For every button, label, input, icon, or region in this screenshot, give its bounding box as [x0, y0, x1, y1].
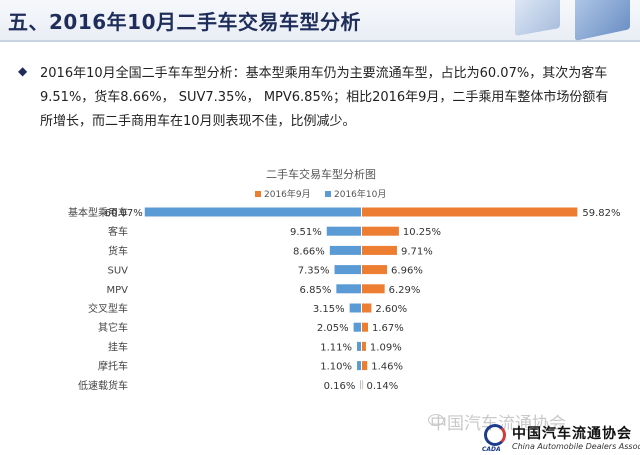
- value-label-2016-09: 6.96%: [391, 266, 423, 277]
- bar-2016-09: [362, 207, 578, 217]
- value-label-2016-10: 60.07%: [105, 208, 143, 219]
- page-title: 五、2016年10月二手车交易车型分析: [8, 10, 361, 34]
- value-label-2016-10: 1.10%: [320, 362, 352, 373]
- value-label-2016-09: 1.09%: [370, 342, 402, 353]
- bar-2016-09: [362, 380, 363, 390]
- value-label-2016-09: 1.46%: [371, 362, 403, 373]
- category-label: 低速载货车: [78, 379, 128, 392]
- decorative-cube-image: [575, 0, 630, 41]
- value-label-2016-10: 0.16%: [324, 381, 356, 392]
- bar-2016-09: [362, 284, 385, 294]
- wechat-icon: [428, 414, 444, 426]
- bar-2016-10: [326, 226, 361, 236]
- category-label: MPV: [107, 285, 129, 296]
- category-label: 挂车: [108, 340, 128, 353]
- bar-2016-10: [353, 322, 361, 332]
- bar-2016-10: [144, 207, 361, 217]
- bar-2016-09: [362, 265, 388, 275]
- summary-text: 2016年10月全国二手车车型分析：基本型乘用车仍为主要流通车型，占比为60.0…: [40, 66, 609, 129]
- value-label-2016-09: 59.82%: [582, 208, 620, 219]
- category-label: 货车: [108, 244, 128, 257]
- category-label: 其它车: [98, 321, 128, 334]
- logo-english-name: China Automobile Dealers Association: [512, 442, 640, 451]
- value-label-2016-09: 10.25%: [403, 227, 441, 238]
- cada-logo-mark-icon: [484, 424, 506, 446]
- chart-legend: 2016年9月 2016年10月: [255, 188, 386, 200]
- logo-chinese-name: 中国汽车流通协会: [512, 426, 632, 442]
- bar-2016-09: [362, 341, 366, 351]
- value-label-2016-09: 6.29%: [389, 285, 421, 296]
- value-labels: 60.07% 59.82% 9.51% 10.25% 8.66% 9.71% 7.35% 6.…: [105, 208, 621, 392]
- value-label-2016-10: 7.35%: [298, 266, 330, 277]
- category-label: 基本型乘用车: [68, 206, 128, 219]
- value-label-2016-10: 2.05%: [317, 323, 349, 334]
- category-label: SUV: [107, 266, 128, 277]
- bar-2016-09: [362, 226, 399, 236]
- chart-bars: [144, 207, 578, 390]
- bar-2016-09: [362, 361, 368, 371]
- value-label-2016-10: 8.66%: [293, 246, 325, 257]
- bar-2016-10: [360, 380, 361, 390]
- bar-2016-09: [362, 303, 372, 313]
- bar-2016-10: [357, 341, 361, 351]
- decorative-cube-image: [515, 0, 560, 36]
- diamond-bullet-icon: ◆: [18, 64, 28, 78]
- category-label: 摩托车: [98, 360, 128, 373]
- legend-swatch: [255, 191, 261, 197]
- legend-label: 2016年9月: [264, 188, 311, 200]
- bar-2016-09: [362, 322, 369, 332]
- value-label-2016-09: 2.60%: [375, 304, 407, 315]
- cada-logo: CADA 中国汽车流通协会 China Automobile Dealers A…: [480, 420, 640, 455]
- bar-2016-09: [362, 245, 397, 255]
- value-label-2016-10: 1.11%: [320, 342, 352, 353]
- value-label-2016-09: 9.71%: [401, 246, 433, 257]
- bar-2016-10: [329, 245, 361, 255]
- value-label-2016-09: 1.67%: [372, 323, 404, 334]
- logo-abbr: CADA: [482, 446, 501, 453]
- value-label-2016-10: 3.15%: [313, 304, 345, 315]
- bar-2016-10: [349, 303, 361, 313]
- legend-label: 2016年10月: [334, 188, 386, 200]
- summary-paragraph: ◆ 2016年10月全国二手车车型分析：基本型乘用车仍为主要流通车型，占比为60…: [18, 62, 618, 134]
- value-label-2016-10: 6.85%: [300, 285, 332, 296]
- bar-2016-10: [334, 265, 361, 275]
- bar-2016-10: [357, 361, 361, 371]
- category-label: 客车: [108, 225, 128, 238]
- legend-swatch: [325, 191, 331, 197]
- value-label-2016-09: 0.14%: [367, 381, 399, 392]
- bar-2016-10: [336, 284, 361, 294]
- chart-title: 二手车交易车型分析图: [266, 167, 376, 181]
- value-label-2016-10: 9.51%: [290, 227, 322, 238]
- header-bar: 五、2016年10月二手车交易车型分析: [0, 0, 640, 42]
- category-label: 交叉型车: [88, 302, 128, 315]
